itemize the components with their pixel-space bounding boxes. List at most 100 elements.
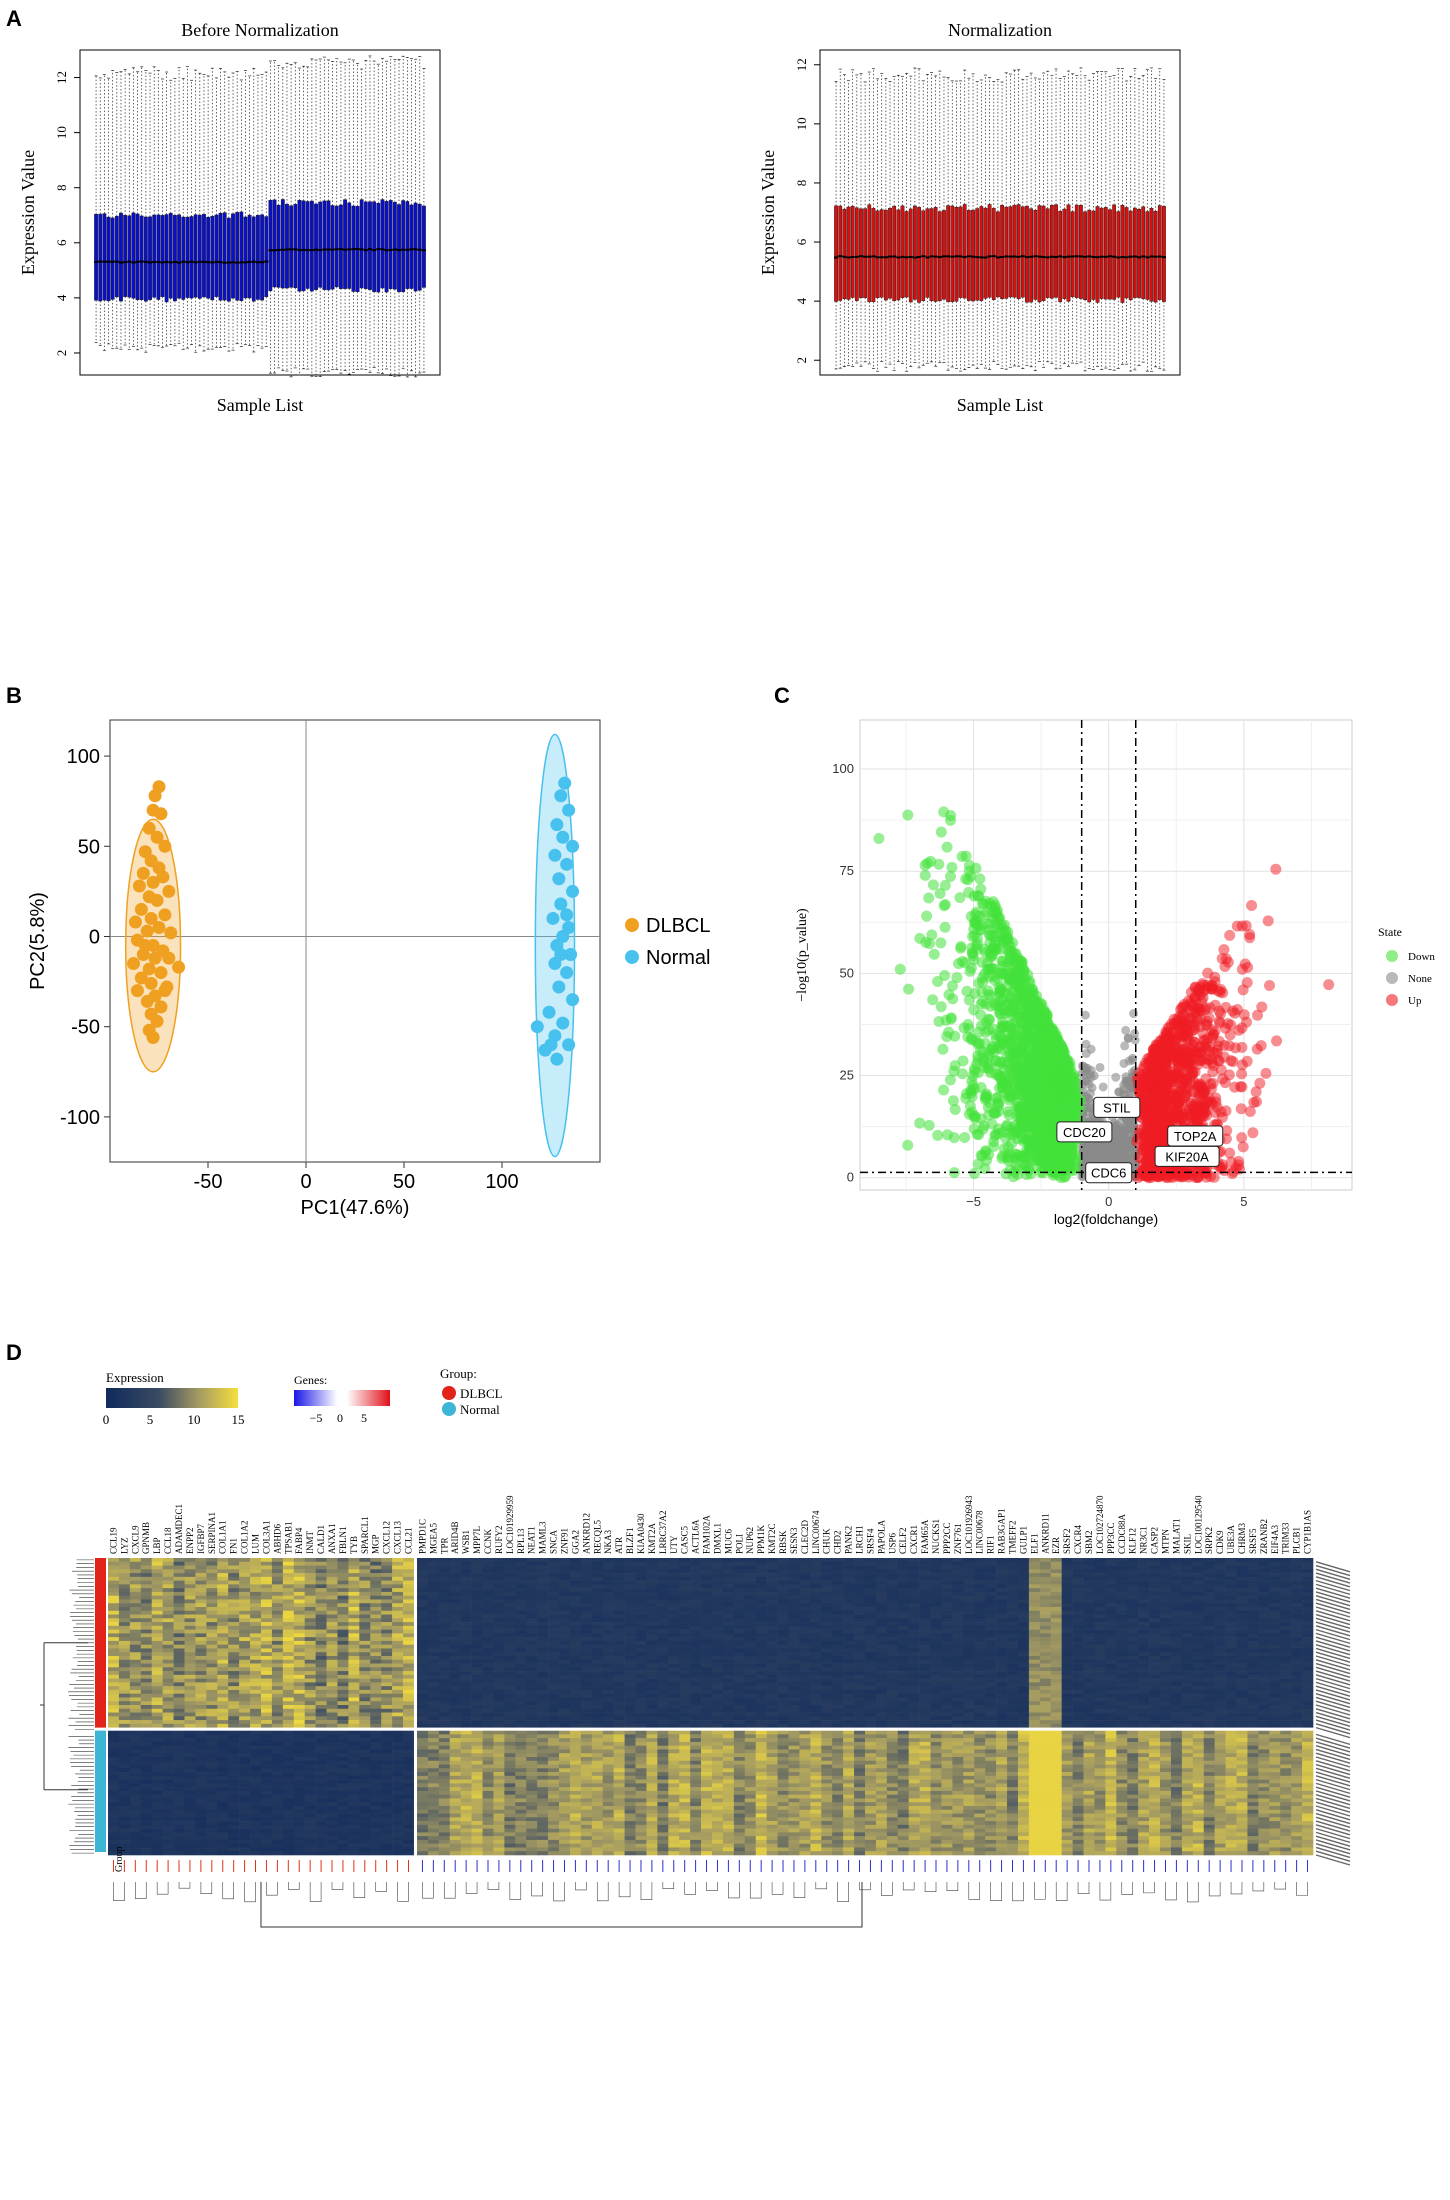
genes-legend-tick: 0 bbox=[337, 1411, 343, 1425]
point-normal bbox=[546, 911, 560, 925]
box bbox=[139, 215, 144, 300]
point-down bbox=[998, 1126, 1010, 1138]
point-none bbox=[1129, 1009, 1139, 1019]
heatmap-cell bbox=[416, 1558, 429, 1563]
point-up bbox=[1166, 1035, 1178, 1047]
box bbox=[1070, 211, 1075, 298]
heatmap-cell bbox=[930, 1565, 942, 1570]
heatmap-cell bbox=[271, 1565, 284, 1570]
box bbox=[1128, 210, 1133, 301]
heatmap-cell bbox=[1028, 1565, 1041, 1570]
point-up bbox=[1224, 1147, 1236, 1159]
box bbox=[1062, 208, 1067, 299]
box bbox=[962, 204, 967, 299]
box bbox=[268, 200, 273, 292]
point-up bbox=[1209, 1026, 1221, 1038]
point-down bbox=[1041, 1023, 1053, 1035]
heatmap-cell bbox=[403, 1565, 415, 1570]
point-normal bbox=[550, 1052, 564, 1066]
point-down bbox=[966, 1032, 978, 1044]
y-tick-label: 2 bbox=[794, 357, 809, 364]
point-down bbox=[960, 850, 972, 862]
point-none bbox=[1098, 1082, 1108, 1092]
point-down bbox=[996, 966, 1008, 978]
heatmap-cell bbox=[952, 1561, 964, 1566]
point-down bbox=[946, 861, 958, 873]
point-dlbcl bbox=[150, 893, 164, 907]
expression-legend-tick: 15 bbox=[232, 1412, 245, 1427]
heatmap-cell bbox=[315, 1565, 327, 1570]
box bbox=[1133, 207, 1137, 298]
y-tick-label: 25 bbox=[840, 1068, 854, 1083]
heatmap-cell bbox=[919, 1558, 931, 1563]
y-tick-label: 4 bbox=[54, 294, 69, 301]
heatmap-cell bbox=[777, 1561, 789, 1566]
point-dlbcl bbox=[156, 870, 170, 884]
heatmap-cell bbox=[438, 1561, 451, 1566]
heatmap-cell bbox=[471, 1558, 483, 1563]
point-down bbox=[935, 1001, 947, 1013]
panel-letter-c: C bbox=[774, 683, 790, 708]
box bbox=[892, 205, 897, 301]
heatmap-cell bbox=[195, 1558, 207, 1563]
heatmap-cell bbox=[438, 1565, 451, 1570]
heatmap-cell bbox=[657, 1561, 669, 1566]
point-up bbox=[1244, 1105, 1256, 1117]
point-none bbox=[1080, 1010, 1090, 1020]
heatmap-cell bbox=[591, 1561, 604, 1566]
heatmap-cell bbox=[690, 1558, 702, 1563]
point-down bbox=[964, 965, 976, 977]
heatmap-cell bbox=[1028, 1561, 1041, 1566]
point-down bbox=[937, 1043, 949, 1055]
heatmap-cell bbox=[832, 1558, 844, 1563]
heatmap-cell bbox=[1116, 1561, 1128, 1566]
point-normal bbox=[552, 872, 566, 886]
point-down bbox=[994, 984, 1006, 996]
point-up bbox=[1241, 1055, 1253, 1067]
box bbox=[185, 216, 190, 298]
heatmap-cell bbox=[635, 1561, 647, 1566]
x-tick-label: 0 bbox=[300, 1171, 311, 1193]
heatmap-cell bbox=[908, 1561, 920, 1566]
heatmap-cell bbox=[460, 1565, 472, 1570]
point-down bbox=[1004, 1091, 1016, 1103]
heatmap-cell bbox=[151, 1561, 163, 1566]
point-up bbox=[1150, 1046, 1162, 1058]
point-down bbox=[923, 938, 935, 950]
box bbox=[1000, 205, 1004, 299]
heatmap-cell bbox=[337, 1558, 349, 1563]
point-normal bbox=[556, 1016, 570, 1030]
heatmap-cell bbox=[919, 1565, 931, 1570]
heatmap-cell bbox=[1160, 1561, 1172, 1566]
box bbox=[330, 205, 335, 290]
point-up bbox=[1186, 1058, 1198, 1070]
heatmap-cell bbox=[140, 1561, 153, 1566]
point-down bbox=[1013, 1045, 1025, 1057]
point-down bbox=[982, 917, 994, 929]
heatmap-cell bbox=[381, 1565, 393, 1570]
y-tick-label: 50 bbox=[78, 836, 100, 858]
plot-frame bbox=[109, 719, 601, 1163]
heatmap-cell bbox=[1214, 1558, 1226, 1563]
point-up bbox=[1217, 1073, 1229, 1085]
heatmap-cell bbox=[1269, 1558, 1281, 1563]
point-down bbox=[995, 1043, 1007, 1055]
heatmap-cell bbox=[755, 1558, 767, 1563]
point-dlbcl bbox=[150, 1014, 164, 1028]
point-up bbox=[1224, 929, 1236, 941]
box bbox=[925, 208, 930, 298]
expression-legend-tick: 0 bbox=[103, 1412, 110, 1427]
heatmap-cell bbox=[228, 1561, 240, 1566]
point-down bbox=[941, 841, 953, 853]
heatmap-cell bbox=[1083, 1558, 1095, 1563]
heatmap-cell bbox=[864, 1558, 877, 1563]
point-up bbox=[1215, 1106, 1227, 1118]
heatmap-cell bbox=[722, 1558, 735, 1563]
box bbox=[422, 205, 426, 288]
heatmap-cell bbox=[482, 1561, 494, 1566]
heatmap-cell bbox=[504, 1558, 516, 1563]
heatmap-cell bbox=[1291, 1561, 1303, 1566]
box bbox=[114, 215, 119, 298]
box bbox=[293, 204, 298, 289]
heatmap-cell bbox=[1214, 1561, 1226, 1566]
